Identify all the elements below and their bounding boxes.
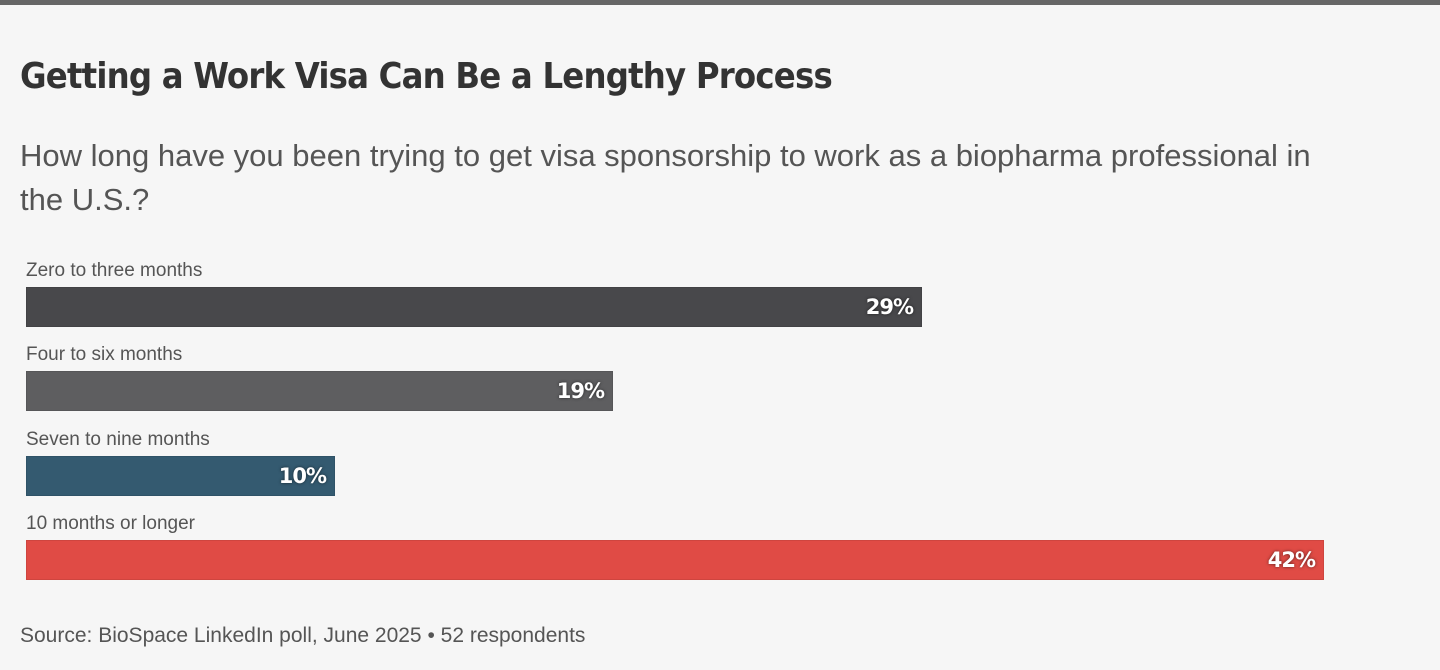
- bar: 19%: [26, 371, 613, 411]
- bar-value: 29%: [865, 295, 914, 319]
- source-note: Source: BioSpace LinkedIn poll, June 202…: [20, 624, 586, 647]
- bar: 10%: [26, 456, 335, 496]
- bar: 29%: [26, 287, 922, 327]
- bar-label: Four to six months: [26, 344, 183, 365]
- chart-title: Getting a Work Visa Can Be a Lengthy Pro…: [20, 56, 833, 97]
- bar-value: 42%: [1267, 548, 1316, 572]
- bar-value: 19%: [556, 379, 605, 403]
- chart-subtitle: How long have you been trying to get vis…: [20, 138, 1311, 217]
- bar-label: Seven to nine months: [26, 429, 210, 450]
- bar-label: 10 months or longer: [26, 513, 195, 534]
- bar-label: Zero to three months: [26, 260, 203, 281]
- bar: 42%: [26, 540, 1324, 580]
- top-border: [0, 0, 1440, 5]
- bar-value: 10%: [278, 464, 327, 488]
